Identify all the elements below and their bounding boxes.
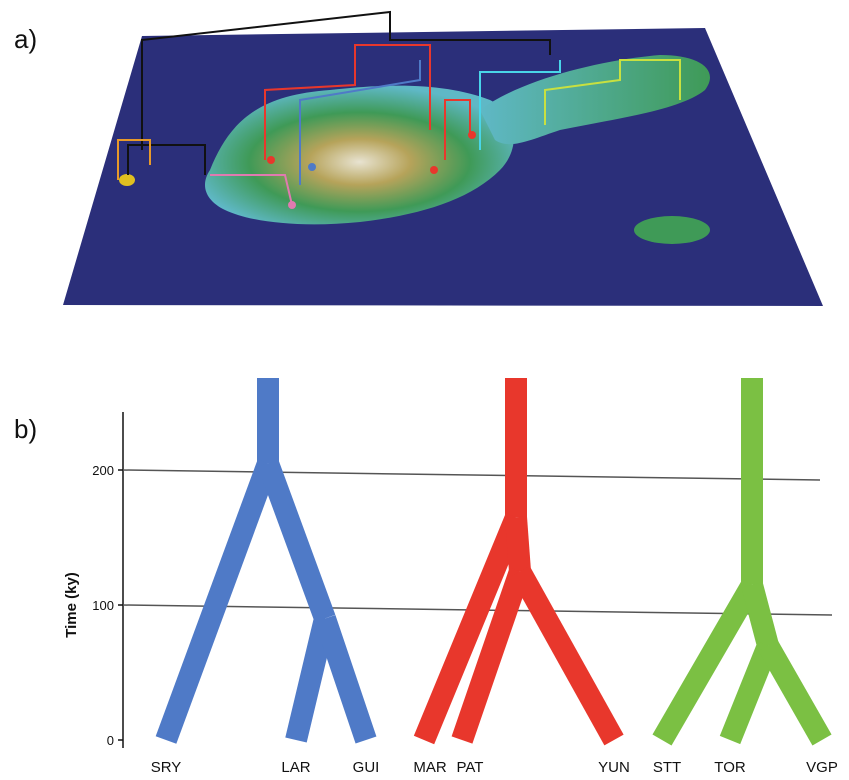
y-tick-label-1: 100: [92, 598, 114, 613]
clade-1-branch-a: [413, 513, 527, 745]
y-axis-title: Time (ky): [63, 572, 80, 638]
clade-1-inner: [505, 516, 531, 573]
clade-1-branch-c: [510, 565, 624, 746]
leaf-label-pat: PAT: [457, 759, 484, 776]
clade-2-branch-a: [652, 579, 762, 746]
leaf-label-yun: YUN: [598, 759, 630, 776]
gridline-200: [122, 469, 821, 481]
leaf-label-stt: STT: [653, 759, 681, 776]
leaf-label-mar: MAR: [413, 759, 447, 776]
y-tick-label-2: 200: [92, 463, 114, 478]
clade-1-branch-b: [451, 567, 531, 744]
map-lineage-black: [141, 10, 551, 150]
map-lineage-red: [264, 44, 431, 160]
map-lineage-pink: [210, 174, 293, 206]
clade-0-branch-c: [314, 614, 377, 744]
map-lineage-blue: [299, 60, 421, 185]
clade-2-branch-c: [758, 640, 832, 746]
leaf-label-vgp: VGP: [806, 759, 838, 776]
panel-label-a: a): [14, 24, 38, 54]
phylogeny-tree: 0 100 200 Time (ky) SRY LAR GUI MAR PAT YUN STT TOR…: [63, 378, 838, 776]
main-island: [205, 85, 514, 225]
clade-0-branch-b: [285, 615, 336, 743]
map-lineage-yellowgreen: [544, 59, 681, 125]
leaf-label-tor: TOR: [714, 759, 746, 776]
terrain-map: [63, 10, 823, 306]
clade-2-inner: [741, 581, 779, 649]
map-lineage-black-2: [127, 144, 206, 175]
clade-2-branch-b: [719, 641, 779, 745]
clade-0-inner: [257, 459, 336, 623]
y-tick-label-0: 0: [107, 733, 114, 748]
small-island-west: [119, 174, 135, 186]
panel-label-b: b): [14, 414, 38, 444]
leaf-label-gui: GUI: [353, 759, 380, 776]
leaf-label-sry: SRY: [151, 759, 182, 776]
small-island-south: [634, 216, 710, 244]
clade-0-branch-a: [155, 459, 279, 744]
east-island-chain: [480, 55, 710, 145]
map-lineage-orange: [117, 139, 151, 180]
leaf-label-lar: LAR: [281, 759, 310, 776]
map-lineage-red-2: [444, 99, 471, 160]
map-lineage-cyan: [479, 60, 561, 150]
